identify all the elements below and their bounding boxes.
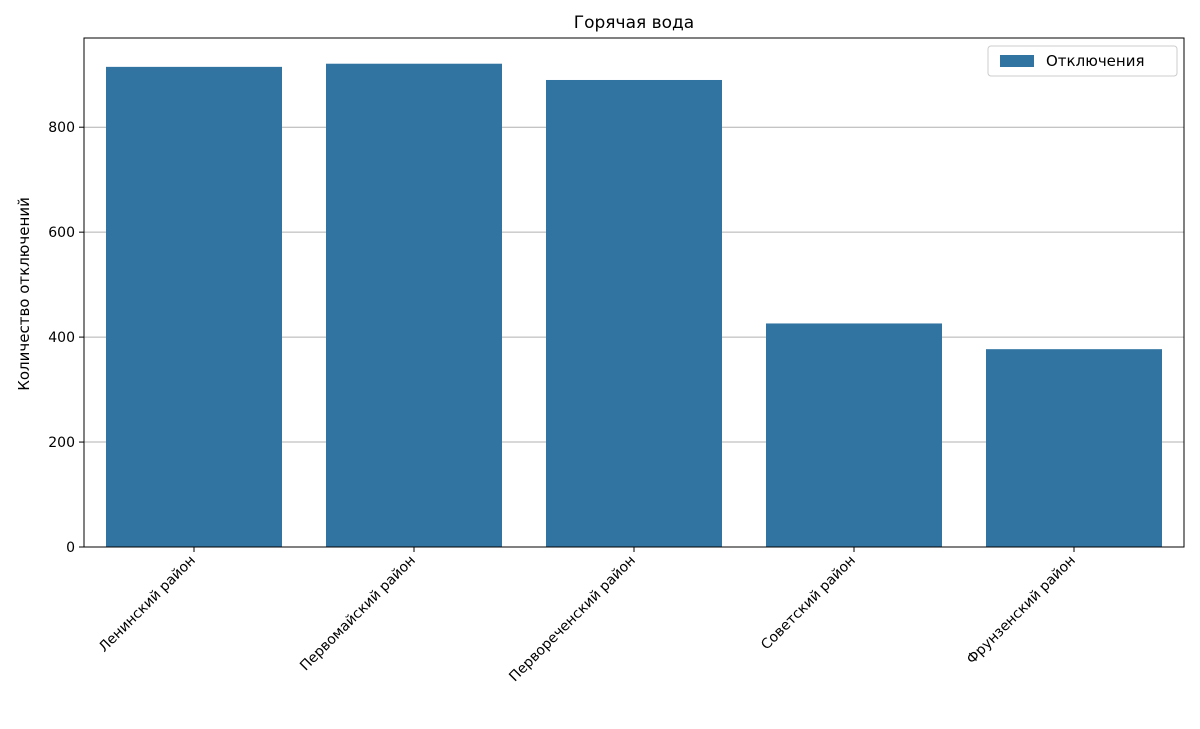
plot-frame xyxy=(83,37,1185,548)
legend-label: Отключения xyxy=(1046,52,1145,70)
y-axis-label: Количество отключений xyxy=(15,197,33,391)
x-tick-label: Первореченский район xyxy=(506,553,639,686)
legend: Отключения xyxy=(987,45,1178,77)
x-tick-label: Советский район xyxy=(758,553,859,654)
chart-title: Горячая вода xyxy=(574,13,694,33)
y-tick-label: 600 xyxy=(48,225,75,241)
y-tick-label: 0 xyxy=(66,540,75,556)
y-tick-label: 400 xyxy=(48,330,75,346)
y-tick-label: 200 xyxy=(48,435,75,451)
bar xyxy=(986,349,1162,547)
bar xyxy=(766,323,942,547)
legend-swatch xyxy=(1000,55,1034,67)
x-tick-label: Фрунзенский район xyxy=(964,553,1079,668)
legend-box xyxy=(987,45,1178,77)
bar xyxy=(106,66,282,547)
bar xyxy=(326,63,502,547)
y-tick-label: 800 xyxy=(48,120,75,136)
bar xyxy=(546,79,722,548)
bars xyxy=(106,63,1162,548)
x-tick-label: Ленинский район xyxy=(96,553,199,656)
x-tick-label: Первомайский район xyxy=(297,553,419,675)
y-axis-ticks: 0 200 400 600 800 xyxy=(48,120,84,556)
x-axis-ticks: Ленинский район Первомайский район Перворе… xyxy=(96,547,1079,685)
